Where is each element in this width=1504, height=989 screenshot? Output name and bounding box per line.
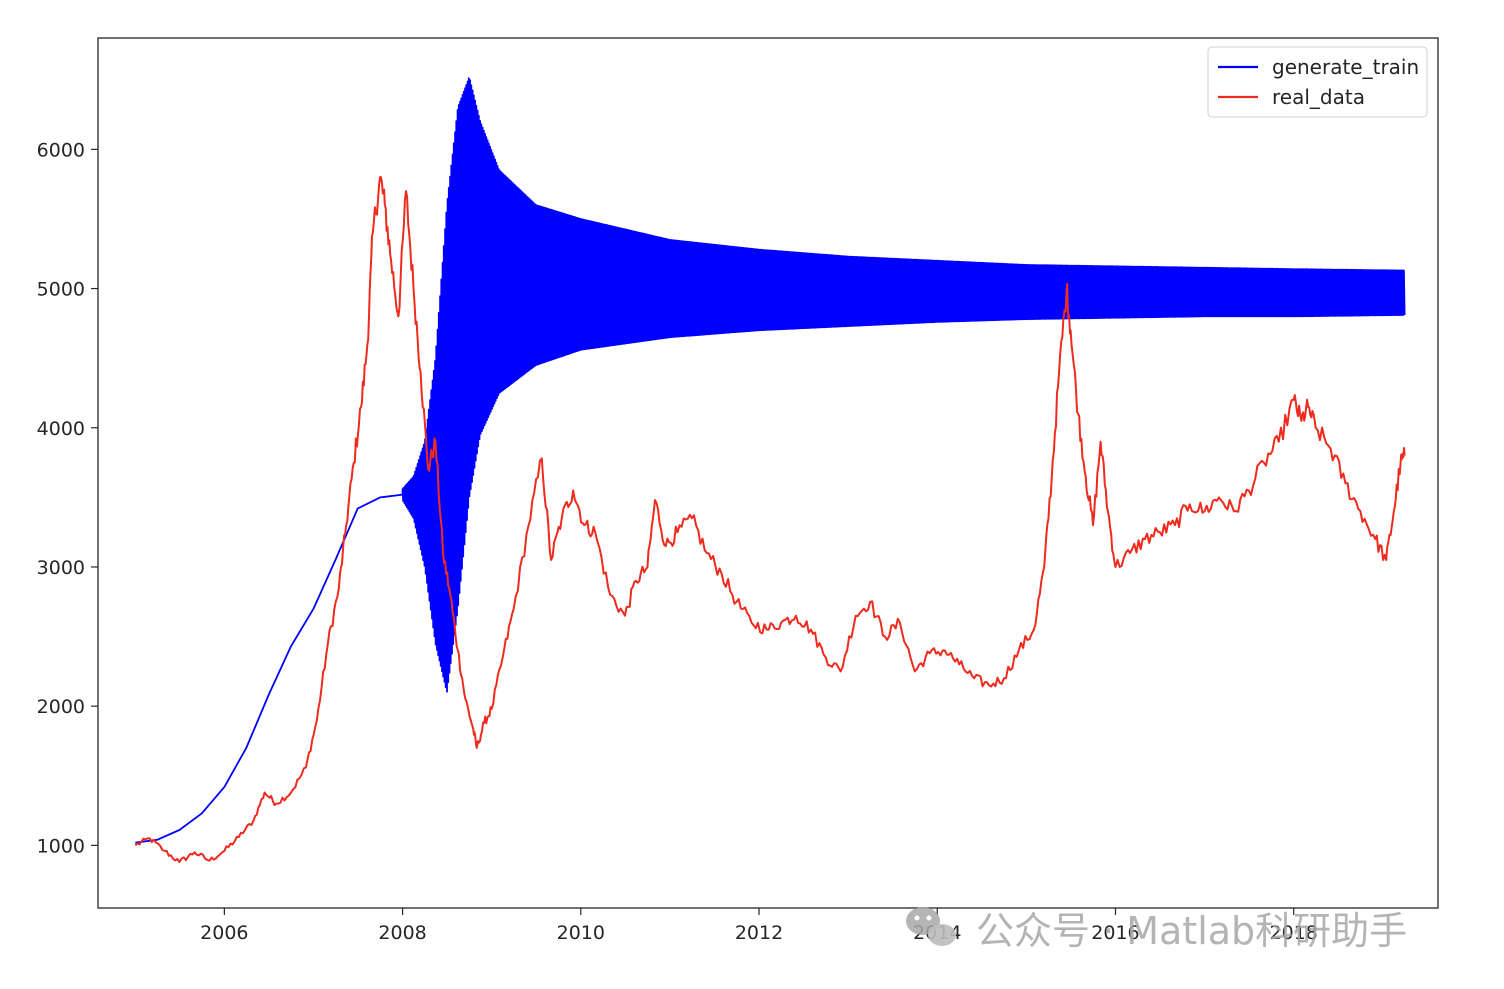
wechat-icon bbox=[906, 907, 956, 946]
y-tick-label: 2000 bbox=[37, 696, 85, 718]
y-tick-label: 6000 bbox=[37, 139, 85, 161]
y-tick-label: 1000 bbox=[37, 835, 85, 857]
series-line-real-data bbox=[134, 176, 1406, 864]
series-line-generate-train bbox=[135, 77, 1406, 844]
x-tick-label: 2010 bbox=[557, 922, 605, 944]
y-axis: 1000 2000 3000 4000 5000 6000 bbox=[37, 139, 98, 857]
watermark-text: 公众号 · Matlab科研助手 bbox=[976, 909, 1407, 953]
x-tick-label: 2006 bbox=[200, 922, 248, 944]
y-tick-label: 5000 bbox=[37, 279, 85, 301]
axes-frame bbox=[97, 37, 1439, 909]
watermark: 公众号 · Matlab科研助手 bbox=[906, 907, 1407, 953]
legend-box bbox=[1207, 46, 1428, 118]
legend: generate_train real_data bbox=[1207, 46, 1428, 118]
x-tick-label: 2018 bbox=[1270, 922, 1318, 944]
x-tick-label: 2012 bbox=[735, 922, 783, 944]
legend-label-generate-train: generate_train bbox=[1272, 55, 1419, 79]
x-tick-label: 2008 bbox=[378, 922, 426, 944]
legend-label-real-data: real_data bbox=[1272, 85, 1365, 109]
y-tick-label: 3000 bbox=[37, 557, 85, 579]
y-tick-label: 4000 bbox=[37, 418, 85, 440]
x-tick-label: 2016 bbox=[1091, 922, 1139, 944]
plot-area bbox=[134, 77, 1406, 864]
